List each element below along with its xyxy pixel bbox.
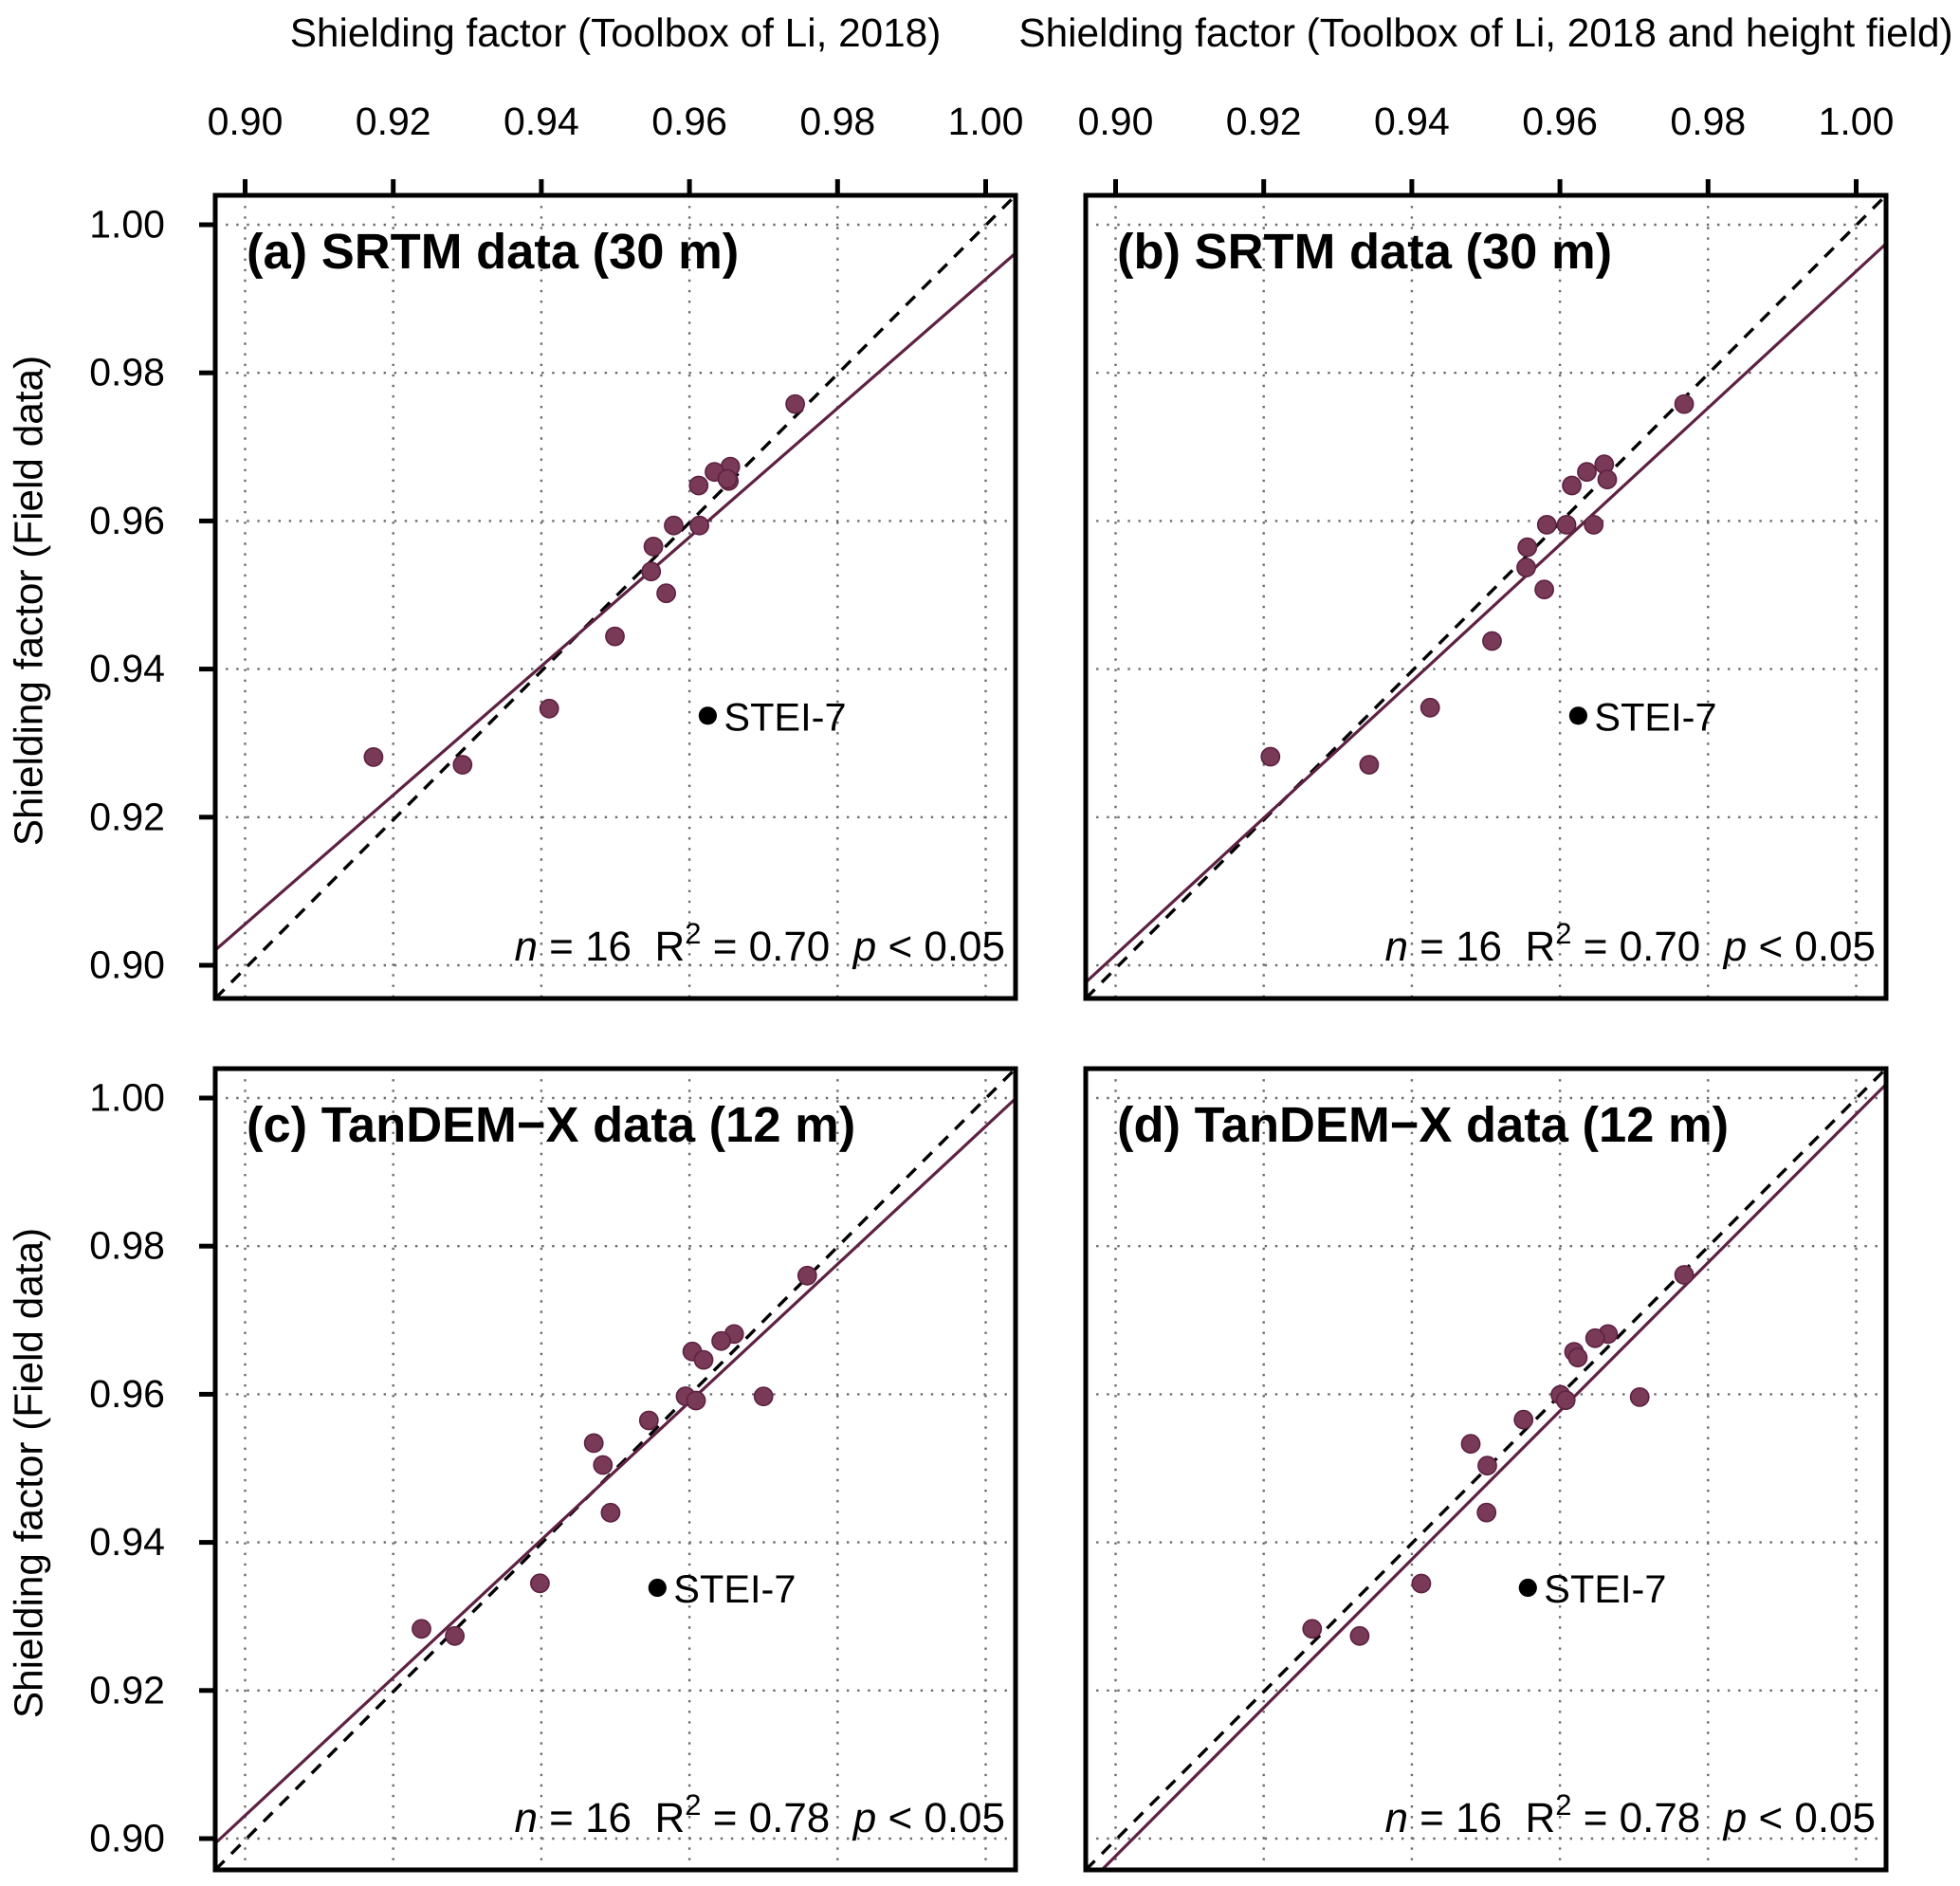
svg-text:1.00: 1.00 [89,1076,165,1120]
svg-text:0.90: 0.90 [1078,100,1154,143]
svg-text:0.90: 0.90 [89,1817,165,1860]
svg-text:0.96: 0.96 [651,100,727,143]
svg-text:n = 16 R2 = 0.78 p < 0.05: n = 16 R2 = 0.78 p < 0.05 [1384,1788,1876,1841]
svg-text:(d) TanDEM−X data (12 m): (d) TanDEM−X data (12 m) [1117,1097,1729,1153]
svg-text:0.94: 0.94 [89,1520,165,1564]
svg-text:0.98: 0.98 [799,100,875,143]
svg-text:(c) TanDEM−X data (12 m): (c) TanDEM−X data (12 m) [247,1097,855,1153]
svg-text:0.94: 0.94 [1374,100,1450,143]
svg-text:n = 16 R2 = 0.70 p < 0.05: n = 16 R2 = 0.70 p < 0.05 [1384,917,1876,970]
svg-text:(b) SRTM data (30 m): (b) SRTM data (30 m) [1117,224,1612,280]
svg-text:0.98: 0.98 [89,1224,165,1268]
svg-text:0.92: 0.92 [89,1668,165,1712]
svg-text:1.00: 1.00 [948,100,1024,143]
svg-text:(a) SRTM data (30 m): (a) SRTM data (30 m) [247,224,739,280]
svg-text:n = 16 R2 = 0.78 p < 0.05: n = 16 R2 = 0.78 p < 0.05 [514,1788,1005,1841]
svg-text:0.98: 0.98 [1670,100,1746,143]
svg-text:STEI-7: STEI-7 [724,694,846,739]
svg-text:1.00: 1.00 [89,203,165,247]
svg-text:n = 16 R2 = 0.70 p < 0.05: n = 16 R2 = 0.70 p < 0.05 [514,917,1005,970]
svg-text:0.94: 0.94 [89,647,165,690]
svg-text:Shielding factor (Toolbox of L: Shielding factor (Toolbox of Li, 2018 an… [1018,10,1952,55]
svg-text:0.96: 0.96 [89,1372,165,1416]
svg-text:0.96: 0.96 [89,499,165,542]
svg-text:STEI-7: STEI-7 [1594,694,1716,739]
svg-text:STEI-7: STEI-7 [673,1566,796,1611]
svg-text:0.98: 0.98 [89,351,165,394]
svg-text:Shielding factor (Field data): Shielding factor (Field data) [7,1228,51,1718]
svg-text:0.90: 0.90 [89,943,165,987]
svg-text:0.90: 0.90 [208,100,284,143]
svg-text:0.92: 0.92 [89,795,165,838]
svg-text:Shielding factor (Toolbox of L: Shielding factor (Toolbox of Li, 2018) [290,10,942,55]
svg-text:STEI-7: STEI-7 [1544,1566,1666,1611]
svg-text:0.92: 0.92 [1226,100,1302,143]
svg-text:1.00: 1.00 [1819,100,1895,143]
svg-text:0.96: 0.96 [1522,100,1598,143]
svg-text:Shielding factor (Field data): Shielding factor (Field data) [7,356,51,846]
svg-text:0.92: 0.92 [356,100,431,143]
svg-text:0.94: 0.94 [504,100,579,143]
